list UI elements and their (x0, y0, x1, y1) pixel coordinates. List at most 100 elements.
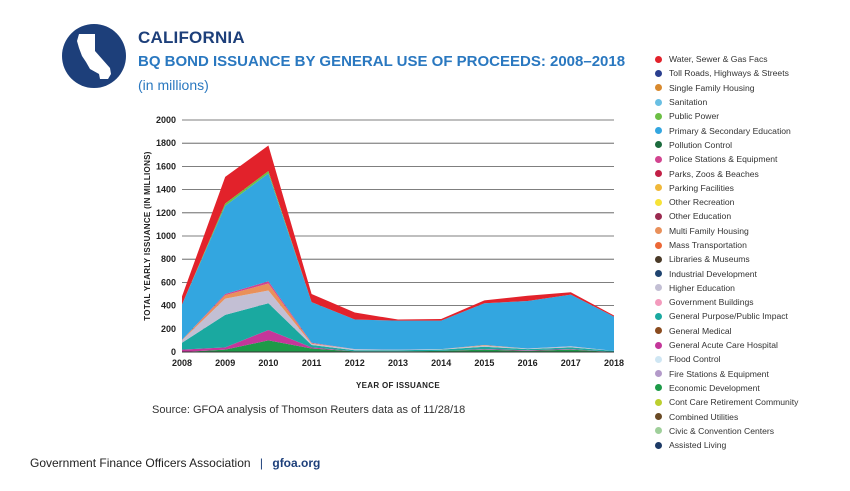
legend-swatch (655, 127, 662, 135)
footer-separator: | (259, 456, 264, 470)
footer: Government Finance Officers Association … (30, 456, 320, 470)
legend-item: General Acute Care Hospital (655, 338, 845, 352)
y-tick-label: 1200 (156, 208, 176, 218)
legend-label: Flood Control (669, 354, 721, 365)
legend-swatch (655, 255, 662, 263)
legend-item: Parking Facilities (655, 181, 845, 195)
x-axis-title: YEAR OF ISSUANCE (356, 381, 440, 390)
y-tick-label: 1000 (156, 231, 176, 241)
legend-label: Primary & Secondary Education (669, 125, 791, 136)
legend-item: Fire Stations & Equipment (655, 367, 845, 381)
y-tick-label: 1400 (156, 185, 176, 195)
x-tick-label: 2017 (561, 358, 581, 368)
legend-swatch (655, 155, 662, 163)
legend-label: Assisted Living (669, 440, 727, 451)
legend-label: General Medical (669, 325, 732, 336)
legend-swatch (655, 370, 662, 378)
legend-item: General Purpose/Public Impact (655, 309, 845, 323)
legend-swatch (655, 98, 662, 106)
state-name: CALIFORNIA (138, 28, 245, 47)
legend-item: Primary & Secondary Education (655, 123, 845, 137)
x-tick-label: 2014 (431, 358, 451, 368)
y-tick-label: 200 (161, 324, 176, 334)
legend-label: Civic & Convention Centers (669, 425, 775, 436)
legend-swatch (655, 227, 662, 235)
website-link[interactable]: gfoa.org (272, 456, 321, 470)
legend-swatch (655, 298, 662, 306)
legend-label: Toll Roads, Highways & Streets (669, 68, 789, 79)
california-state-outline-icon (77, 34, 111, 79)
legend-label: Police Stations & Equipment (669, 154, 778, 165)
legend-swatch (655, 427, 662, 435)
legend-item: Water, Sewer & Gas Facs (655, 52, 845, 66)
x-tick-label: 2015 (474, 358, 494, 368)
legend-item: General Medical (655, 324, 845, 338)
x-tick-label: 2010 (258, 358, 278, 368)
legend-label: Sanitation (669, 97, 708, 108)
legend-item: Toll Roads, Highways & Streets (655, 66, 845, 80)
legend-item: Sanitation (655, 95, 845, 109)
legend-label: Other Recreation (669, 197, 735, 208)
legend-label: Mass Transportation (669, 240, 747, 250)
x-tick-label: 2016 (518, 358, 538, 368)
legend-label: Fire Stations & Equipment (669, 368, 769, 379)
legend-label: Parks, Zoos & Beaches (669, 168, 759, 179)
legend-label: Pollution Control (669, 139, 733, 150)
legend-item: Industrial Development (655, 266, 845, 280)
y-tick-label: 400 (161, 301, 176, 311)
legend-label: Water, Sewer & Gas Facs (669, 54, 768, 65)
x-tick-label: 2018 (604, 358, 624, 368)
y-tick-label: 800 (161, 254, 176, 264)
legend-label: Combined Utilities (669, 411, 739, 422)
legend-swatch (655, 270, 662, 278)
x-tick-label: 2013 (388, 358, 408, 368)
legend-swatch (655, 198, 662, 206)
legend-label: Government Buildings (669, 297, 754, 308)
area-chart: 0 200 400 600 800 1000 1200 1400 1600 1800 2000 200… (143, 115, 624, 390)
y-tick-label: 2000 (156, 115, 176, 125)
legend-item: Libraries & Museums (655, 252, 845, 266)
source-note: Source: GFOA analysis of Thomson Reuters… (152, 404, 466, 416)
legend-swatch (655, 69, 662, 77)
area-series-economic-development (182, 340, 614, 352)
legend-swatch (655, 413, 662, 421)
area-series-general-purpose-public-impact (182, 303, 614, 352)
legend-label: Multi Family Housing (669, 225, 749, 236)
x-tick-label: 2011 (302, 358, 322, 368)
area-series-primary-secondary-education (182, 173, 614, 351)
legend-item: Civic & Convention Centers (655, 424, 845, 438)
legend-swatch (655, 241, 662, 249)
legend-item: Flood Control (655, 352, 845, 366)
legend-item: Mass Transportation (655, 238, 845, 252)
y-tick-label: 1600 (156, 161, 176, 171)
x-tick-label: 2008 (172, 358, 192, 368)
legend-swatch (655, 84, 662, 92)
legend-label: Single Family Housing (669, 82, 755, 93)
legend-label: General Acute Care Hospital (669, 340, 778, 351)
y-tick-label: 0 (171, 347, 176, 357)
legend-swatch (655, 141, 662, 149)
legend-label: Libraries & Museums (669, 254, 750, 265)
chart-title: BQ BOND ISSUANCE BY GENERAL USE OF PROCE… (138, 53, 626, 70)
legend-label: Public Power (669, 111, 720, 122)
legend-item: Combined Utilities (655, 409, 845, 423)
legend-item: Government Buildings (655, 295, 845, 309)
legend-item: Assisted Living (655, 438, 845, 452)
y-tick-label: 1800 (156, 138, 176, 148)
legend-label: Industrial Development (669, 268, 757, 279)
legend-swatch (655, 398, 662, 406)
legend-swatch (655, 341, 662, 349)
legend-item: Other Education (655, 209, 845, 223)
legend-label: Higher Education (669, 282, 735, 293)
legend-swatch (655, 355, 662, 363)
org-name: Government Finance Officers Association (30, 456, 251, 470)
x-tick-label: 2012 (345, 358, 365, 368)
legend-swatch (655, 284, 662, 292)
state-badge (62, 24, 126, 88)
legend-item: Parks, Zoos & Beaches (655, 166, 845, 180)
legend-swatch (655, 312, 662, 320)
legend-item: Single Family Housing (655, 81, 845, 95)
legend-swatch (655, 441, 662, 449)
y-tick-label: 600 (161, 277, 176, 287)
legend-item: Multi Family Housing (655, 224, 845, 238)
